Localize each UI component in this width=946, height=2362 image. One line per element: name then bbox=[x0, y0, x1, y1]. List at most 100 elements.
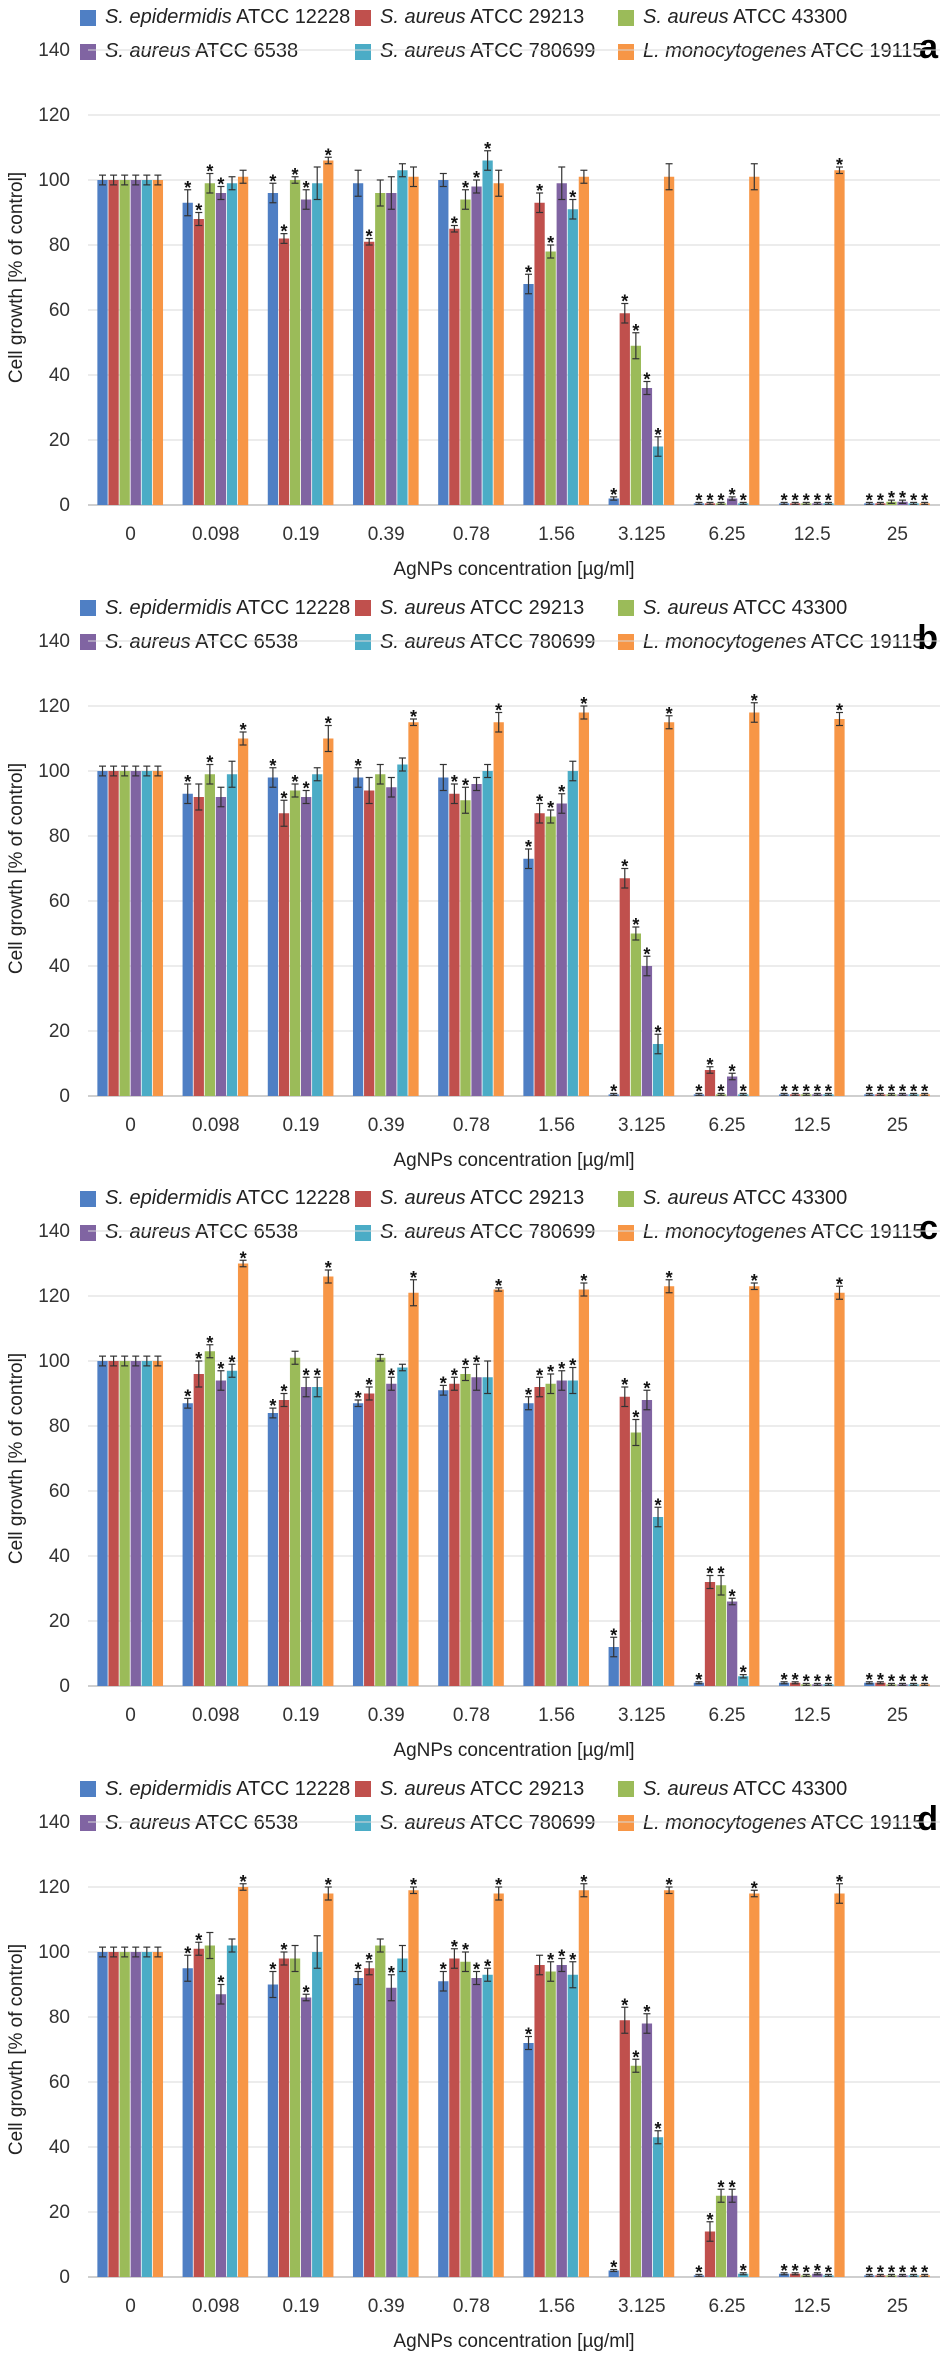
bar bbox=[215, 796, 227, 1096]
legend-strain: ATCC 6538 bbox=[190, 1811, 299, 1834]
bar bbox=[141, 1361, 152, 1686]
x-axis-title: AgNPs concentration [µg/ml] bbox=[393, 559, 634, 580]
significance-marker: * bbox=[217, 175, 224, 195]
significance-marker: * bbox=[580, 1271, 587, 1291]
significance-marker: * bbox=[484, 1956, 491, 1976]
bar bbox=[352, 1403, 364, 1686]
legend-species: S. aureus bbox=[643, 6, 729, 28]
bar bbox=[749, 712, 760, 1096]
x-tick-label: 0.19 bbox=[283, 1115, 320, 1136]
significance-marker: * bbox=[451, 772, 458, 792]
bar bbox=[460, 199, 471, 505]
significance-marker: * bbox=[729, 1061, 736, 1081]
bar bbox=[301, 199, 312, 505]
significance-marker: * bbox=[473, 1352, 480, 1372]
bar bbox=[386, 1987, 397, 2277]
bar bbox=[397, 1958, 408, 2277]
bar bbox=[449, 228, 460, 505]
y-tick-label: 60 bbox=[49, 1481, 70, 1502]
significance-marker: * bbox=[792, 1670, 799, 1690]
x-tick-label: 0.098 bbox=[192, 1705, 240, 1726]
significance-marker: * bbox=[229, 1352, 236, 1372]
significance-marker: * bbox=[729, 2177, 736, 2197]
significance-marker: * bbox=[877, 490, 884, 510]
bar bbox=[749, 1893, 760, 2277]
significance-marker: * bbox=[718, 1564, 725, 1584]
significance-marker: * bbox=[410, 1268, 417, 1288]
significance-marker: * bbox=[495, 700, 502, 720]
significance-marker: * bbox=[525, 837, 532, 857]
significance-marker: * bbox=[462, 1940, 469, 1960]
legend-item: S. aureus ATCC 780699 bbox=[355, 40, 595, 63]
panel-letter: b bbox=[917, 618, 938, 657]
legend-item: S. aureus ATCC 43300 bbox=[618, 1187, 847, 1210]
bar bbox=[460, 1961, 471, 2277]
bar bbox=[375, 1357, 386, 1686]
legend-item: S. aureus ATCC 780699 bbox=[355, 631, 595, 654]
legend-species: S. epidermidis bbox=[105, 6, 232, 28]
bar bbox=[534, 812, 545, 1096]
legend-item: S. aureus ATCC 6538 bbox=[80, 1221, 298, 1244]
legend-species: S. aureus bbox=[643, 1187, 729, 1209]
bar bbox=[790, 2273, 801, 2277]
significance-marker: * bbox=[899, 2262, 906, 2282]
bar bbox=[630, 1432, 641, 1686]
legend-strain: ATCC 29213 bbox=[465, 1777, 585, 1800]
significance-marker: * bbox=[451, 214, 458, 234]
bar bbox=[693, 1682, 705, 1686]
significance-marker: * bbox=[547, 1362, 554, 1382]
legend-swatch bbox=[618, 9, 634, 26]
x-tick-label: 6.25 bbox=[709, 1705, 746, 1726]
y-tick-label: 140 bbox=[38, 631, 70, 652]
y-tick-label: 20 bbox=[49, 430, 70, 451]
x-tick-label: 12.5 bbox=[794, 524, 831, 545]
legend-species: S. aureus bbox=[380, 630, 466, 653]
significance-marker: * bbox=[303, 778, 310, 798]
significance-marker: * bbox=[547, 1949, 554, 1969]
bar bbox=[375, 1945, 386, 2277]
bar bbox=[119, 180, 130, 505]
x-tick-label: 0.39 bbox=[368, 524, 405, 545]
significance-marker: * bbox=[632, 2047, 639, 2067]
y-tick-label: 60 bbox=[49, 891, 70, 912]
y-tick-label: 20 bbox=[49, 1021, 70, 1042]
bar bbox=[663, 176, 675, 505]
significance-marker: * bbox=[410, 1875, 417, 1895]
legend-strain: ATCC 19115 bbox=[806, 1811, 924, 1834]
significance-marker: * bbox=[366, 1375, 373, 1395]
significance-marker: * bbox=[558, 1946, 565, 1966]
legend-swatch bbox=[618, 43, 634, 60]
legend-swatch bbox=[355, 1781, 371, 1797]
bar bbox=[323, 1276, 334, 1686]
significance-marker: * bbox=[666, 703, 673, 723]
significance-marker: * bbox=[740, 1081, 747, 1101]
bar bbox=[267, 1984, 279, 2277]
significance-marker: * bbox=[280, 788, 287, 808]
legend-swatch bbox=[618, 634, 634, 650]
significance-marker: * bbox=[195, 1930, 202, 1950]
significance-marker: * bbox=[866, 490, 873, 510]
bar bbox=[289, 1357, 301, 1686]
significance-marker: * bbox=[877, 1081, 884, 1101]
y-tick-label: 100 bbox=[38, 1351, 70, 1372]
bar bbox=[567, 209, 578, 505]
bar bbox=[364, 1393, 375, 1686]
legend-strain: ATCC 19115 bbox=[806, 1221, 924, 1243]
x-tick-label: 0.39 bbox=[368, 1705, 405, 1726]
legend-strain: ATCC 43300 bbox=[728, 596, 848, 619]
significance-marker: * bbox=[825, 2262, 832, 2282]
bar bbox=[193, 1374, 204, 1686]
significance-marker: * bbox=[729, 485, 736, 505]
significance-marker: * bbox=[866, 1081, 873, 1101]
x-tick-label: 0.19 bbox=[283, 2296, 320, 2317]
significance-marker: * bbox=[836, 1871, 843, 1891]
significance-marker: * bbox=[718, 1081, 725, 1101]
y-tick-label: 60 bbox=[49, 300, 70, 321]
legend-strain: ATCC 29213 bbox=[465, 6, 585, 28]
legend-strain: ATCC 780699 bbox=[465, 1811, 596, 1834]
bar bbox=[578, 176, 590, 505]
bar bbox=[523, 2042, 534, 2277]
bar bbox=[727, 1601, 738, 1686]
significance-marker: * bbox=[643, 1378, 650, 1398]
y-tick-label: 40 bbox=[49, 365, 70, 386]
